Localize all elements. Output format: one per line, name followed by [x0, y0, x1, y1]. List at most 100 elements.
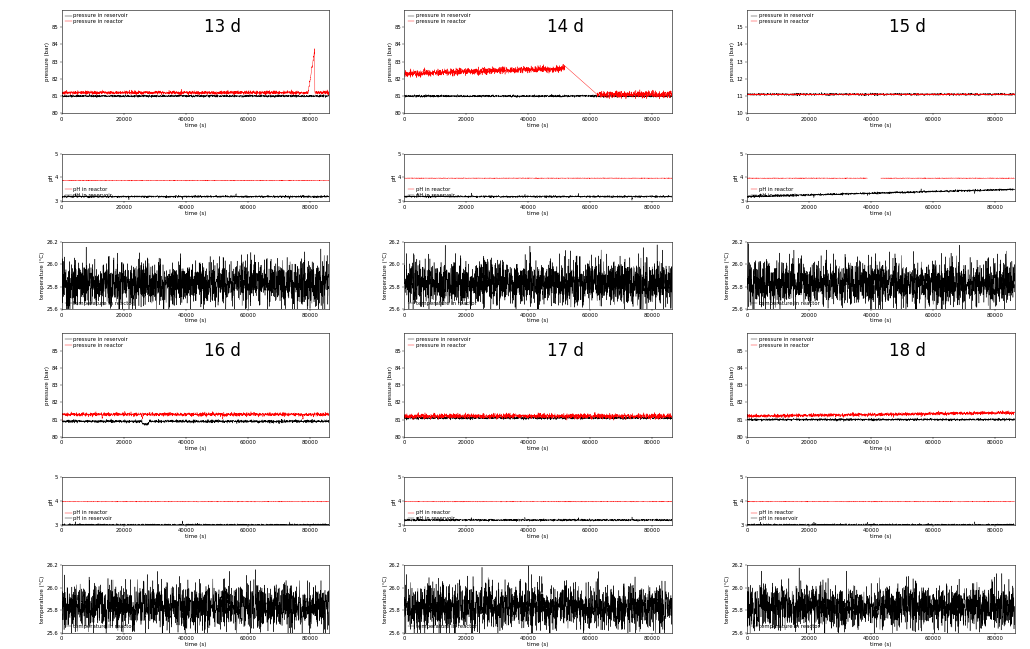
pressure in reactor	[589, 408, 602, 416]
Y-axis label: temperature (°C): temperature (°C)	[383, 252, 387, 299]
temperature in reactor	[864, 600, 877, 607]
pressure in reservoir	[186, 417, 199, 424]
pH in reservoir	[412, 516, 424, 524]
pH in reservoir	[186, 520, 199, 528]
temperature in reactor	[1001, 283, 1014, 291]
pH in reservoir	[658, 515, 671, 523]
pH in reactor	[315, 498, 328, 506]
pressure in reactor	[179, 410, 192, 417]
pressure in reservoir	[1001, 91, 1014, 99]
pH in reservoir	[609, 192, 621, 200]
temperature in reactor	[819, 638, 831, 646]
Line: pressure in reactor: pressure in reactor	[62, 411, 330, 421]
temperature in reactor	[864, 310, 877, 317]
Line: pressure in reactor: pressure in reactor	[62, 49, 330, 95]
pH in reactor	[609, 174, 621, 182]
pressure in reactor	[665, 412, 678, 420]
X-axis label: time (s): time (s)	[870, 642, 891, 647]
pH in reservoir	[56, 193, 68, 201]
X-axis label: time (s): time (s)	[185, 319, 206, 323]
pH in reactor	[658, 498, 671, 506]
pH in reservoir	[267, 520, 279, 528]
temperature in reactor	[80, 243, 93, 251]
pressure in reactor	[620, 95, 632, 103]
Text: 16 d: 16 d	[204, 341, 241, 360]
temperature in reactor	[56, 613, 68, 621]
pressure in reactor	[528, 66, 541, 73]
Line: pressure in reservoir: pressure in reservoir	[62, 419, 330, 426]
pressure in reactor	[871, 411, 884, 419]
pH in reservoir	[658, 193, 671, 201]
pressure in reservoir	[323, 418, 336, 426]
pressure in reservoir	[528, 91, 541, 99]
pH in reservoir	[323, 521, 336, 529]
pressure in reactor	[315, 411, 328, 419]
pH in reservoir	[1008, 186, 1021, 193]
Legend: pH in reactor, pH in reservoir: pH in reactor, pH in reservoir	[750, 186, 798, 199]
pressure in reactor	[754, 413, 766, 421]
temperature in reactor	[185, 613, 198, 621]
pH in reservoir	[665, 192, 678, 200]
temperature in reactor	[60, 318, 72, 326]
pressure in reservoir	[83, 90, 96, 98]
pH in reactor	[665, 174, 678, 182]
Legend: temperature in reactor: temperature in reactor	[65, 623, 135, 630]
temperature in reactor	[665, 611, 678, 619]
pressure in reservoir	[521, 92, 534, 100]
Text: 17 d: 17 d	[547, 341, 583, 360]
X-axis label: time (s): time (s)	[870, 446, 891, 451]
pressure in reactor	[118, 408, 131, 415]
pressure in reactor	[267, 410, 279, 418]
Y-axis label: temperature (°C): temperature (°C)	[40, 575, 45, 622]
temperature in reactor	[741, 280, 753, 288]
pressure in reactor	[69, 88, 81, 95]
temperature in reactor	[528, 299, 541, 307]
pH in reservoir	[658, 193, 671, 201]
pH in reactor	[743, 497, 755, 505]
pressure in reservoir	[179, 93, 192, 101]
pressure in reservoir	[658, 415, 671, 422]
temperature in reactor	[323, 612, 336, 620]
pressure in reactor	[309, 45, 321, 53]
temperature in reactor	[651, 241, 663, 249]
pH in reservoir	[952, 187, 964, 195]
pressure in reactor	[412, 67, 424, 75]
Y-axis label: pH: pH	[733, 497, 739, 505]
Y-axis label: temperature (°C): temperature (°C)	[383, 575, 387, 622]
Legend: pH in reactor, pH in reservoir: pH in reactor, pH in reservoir	[750, 509, 798, 522]
pressure in reservoir	[777, 414, 789, 422]
pressure in reactor	[871, 90, 884, 98]
pH in reactor	[179, 498, 192, 506]
pressure in reservoir	[521, 413, 534, 421]
pressure in reactor	[741, 90, 753, 98]
pressure in reservoir	[741, 415, 753, 422]
pressure in reactor	[399, 414, 411, 422]
pressure in reservoir	[316, 92, 329, 100]
X-axis label: time (s): time (s)	[185, 210, 206, 215]
pH in reactor	[1008, 498, 1021, 506]
Line: pH in reactor: pH in reactor	[405, 501, 672, 502]
Line: pH in reactor: pH in reactor	[62, 501, 330, 502]
pH in reservoir	[69, 518, 81, 526]
temperature in reactor	[793, 564, 805, 572]
pH in reservoir	[186, 193, 199, 201]
temperature in reactor	[609, 622, 621, 630]
temperature in reactor	[528, 593, 541, 600]
pressure in reservoir	[1008, 91, 1021, 99]
pH in reservoir	[399, 515, 411, 523]
pressure in reactor	[913, 92, 925, 99]
temperature in reactor	[1001, 602, 1014, 609]
pH in reservoir	[521, 191, 534, 199]
Y-axis label: pH: pH	[48, 497, 54, 505]
pressure in reactor	[185, 87, 198, 95]
pressure in reactor	[658, 411, 671, 419]
pressure in reservoir	[315, 92, 328, 100]
X-axis label: time (s): time (s)	[527, 446, 549, 451]
Y-axis label: pressure (bar): pressure (bar)	[45, 365, 50, 404]
pH in reservoir	[741, 521, 753, 529]
pressure in reactor	[1001, 90, 1014, 98]
pressure in reservoir	[754, 415, 766, 423]
Legend: pH in reactor, pH in reservoir: pH in reactor, pH in reservoir	[65, 186, 113, 199]
pressure in reactor	[1001, 410, 1014, 418]
pH in reservoir	[56, 520, 68, 528]
